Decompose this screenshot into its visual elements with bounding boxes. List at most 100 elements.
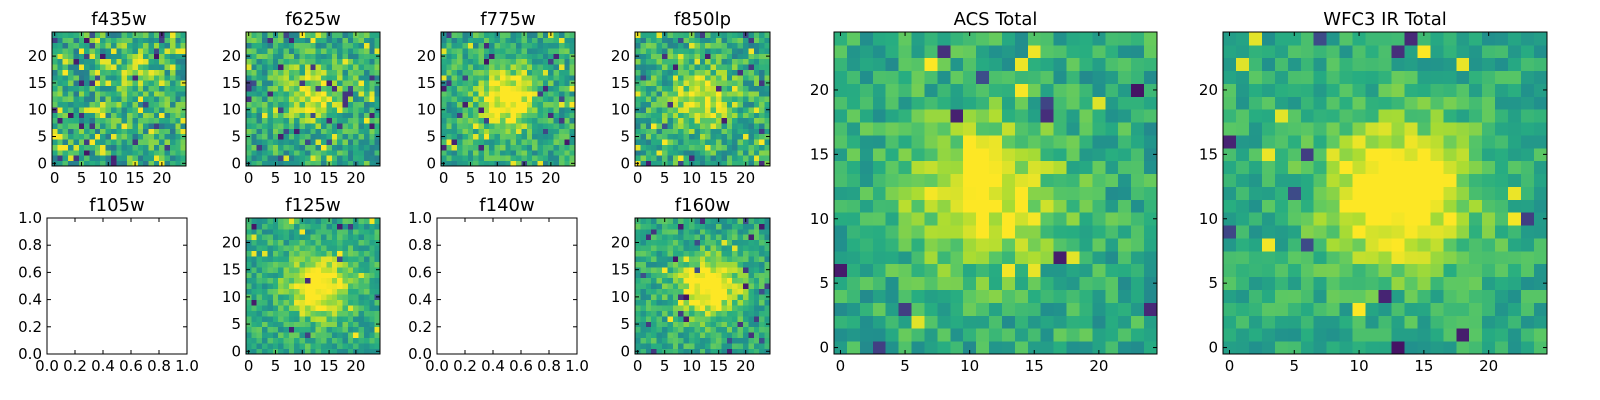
heatmap-cell [321, 37, 327, 44]
heatmap-cell [1391, 315, 1405, 329]
heatmap-cell [689, 326, 695, 333]
heatmap-cell [1092, 186, 1106, 200]
heatmap-cell [716, 123, 722, 129]
heatmap-cell [710, 250, 717, 257]
heatmap-cell [304, 299, 311, 306]
heatmap-cell [859, 315, 874, 329]
heatmap-cell [246, 305, 252, 311]
heatmap-cell [1118, 199, 1132, 213]
heatmap-cell [294, 74, 300, 81]
heatmap-cell [94, 58, 101, 65]
heatmap-cell [1248, 238, 1263, 252]
heatmap-cell [478, 74, 485, 81]
heatmap-cell [1092, 199, 1106, 213]
heatmap-cell [640, 337, 647, 344]
heatmap-cell [645, 310, 652, 317]
heatmap-cell [748, 294, 755, 300]
heatmap-cell [326, 310, 333, 317]
heatmap-cell [678, 107, 684, 113]
heatmap-cell [326, 332, 333, 339]
heatmap-cell [363, 32, 370, 38]
heatmap-cell [662, 277, 668, 284]
heatmap-cell [164, 128, 171, 135]
heatmap-cell [272, 283, 279, 290]
heatmap-cell [121, 64, 128, 70]
heatmap-cell [262, 155, 268, 162]
heatmap-cell [656, 155, 663, 162]
heatmap-cell [694, 133, 701, 140]
heatmap-cell [358, 218, 365, 224]
heatmap-cell [251, 155, 258, 162]
heatmap-cell [94, 155, 101, 162]
heatmap-cell [347, 123, 354, 129]
heatmap-cell [326, 261, 333, 268]
heatmap-cell [62, 112, 69, 119]
heatmap-cell [304, 218, 311, 224]
heatmap-cell [753, 348, 760, 355]
heatmap-cell [57, 48, 64, 54]
heatmap-cell [105, 128, 112, 135]
heatmap-cell [846, 341, 861, 355]
heatmap-cell [57, 74, 64, 81]
heatmap-cell [369, 299, 376, 306]
heatmap-cell [542, 53, 549, 60]
heatmap-cell [148, 58, 155, 65]
heatmap-cell [699, 85, 706, 92]
heatmap-cell [374, 283, 381, 290]
heatmap-cell [304, 315, 311, 322]
heatmap-cell [678, 239, 684, 246]
heatmap-cell [310, 228, 317, 235]
heatmap-cell [699, 112, 706, 119]
heatmap-cell [1079, 328, 1093, 342]
heatmap-cell [342, 74, 349, 81]
heatmap-cell [52, 48, 58, 54]
heatmap-cell [651, 288, 657, 295]
heatmap-cell [374, 337, 381, 344]
heatmap-cell [363, 315, 370, 322]
heatmap-cell [374, 305, 381, 311]
heatmap-cell [1430, 199, 1444, 213]
heatmap-cell [331, 315, 338, 322]
heatmap-cell [462, 48, 469, 54]
heatmap-cell [363, 149, 370, 156]
heatmap-cell [656, 117, 663, 124]
heatmap-cell [153, 117, 160, 124]
heatmap-cell [1223, 289, 1237, 303]
heatmap-cell [304, 139, 311, 145]
heatmap-cell [748, 69, 755, 76]
heatmap-cell [153, 139, 160, 145]
heatmap-cell [446, 139, 453, 145]
heatmap-cell [262, 321, 268, 328]
heatmap-cell [246, 234, 252, 241]
heatmap-cell [84, 32, 90, 38]
heatmap-cell [1261, 328, 1276, 342]
heatmap-cell [180, 69, 187, 76]
heatmap-cell [278, 332, 284, 339]
heatmap-cell [283, 149, 290, 156]
heatmap-cell [911, 70, 925, 84]
heatmap-cell [505, 90, 512, 97]
heatmap-cell [310, 261, 317, 268]
heatmap-cell [353, 321, 359, 328]
heatmap-cell [132, 85, 139, 92]
heatmap-cell [321, 261, 327, 268]
heatmap-cell [1053, 109, 1067, 123]
heatmap-cell [321, 58, 327, 65]
heatmap-cell [1417, 250, 1431, 265]
heatmap-cell [834, 212, 848, 226]
heatmap-cell [78, 37, 85, 44]
heatmap-cell [1287, 238, 1302, 252]
heatmap-cell [105, 42, 112, 49]
heatmap-cell [473, 64, 479, 70]
heatmap-cell [1417, 328, 1431, 342]
heatmap-cell [57, 96, 64, 103]
heatmap-cell [1508, 328, 1522, 342]
heatmap-cell [315, 245, 322, 252]
heatmap-cell [753, 32, 760, 38]
heatmap-cell [267, 69, 274, 76]
heatmap-cell [73, 74, 80, 81]
heatmap-cell [175, 96, 182, 103]
heatmap-cell [1508, 199, 1522, 213]
heatmap-cell [363, 218, 370, 224]
heatmap-cell [57, 101, 64, 108]
